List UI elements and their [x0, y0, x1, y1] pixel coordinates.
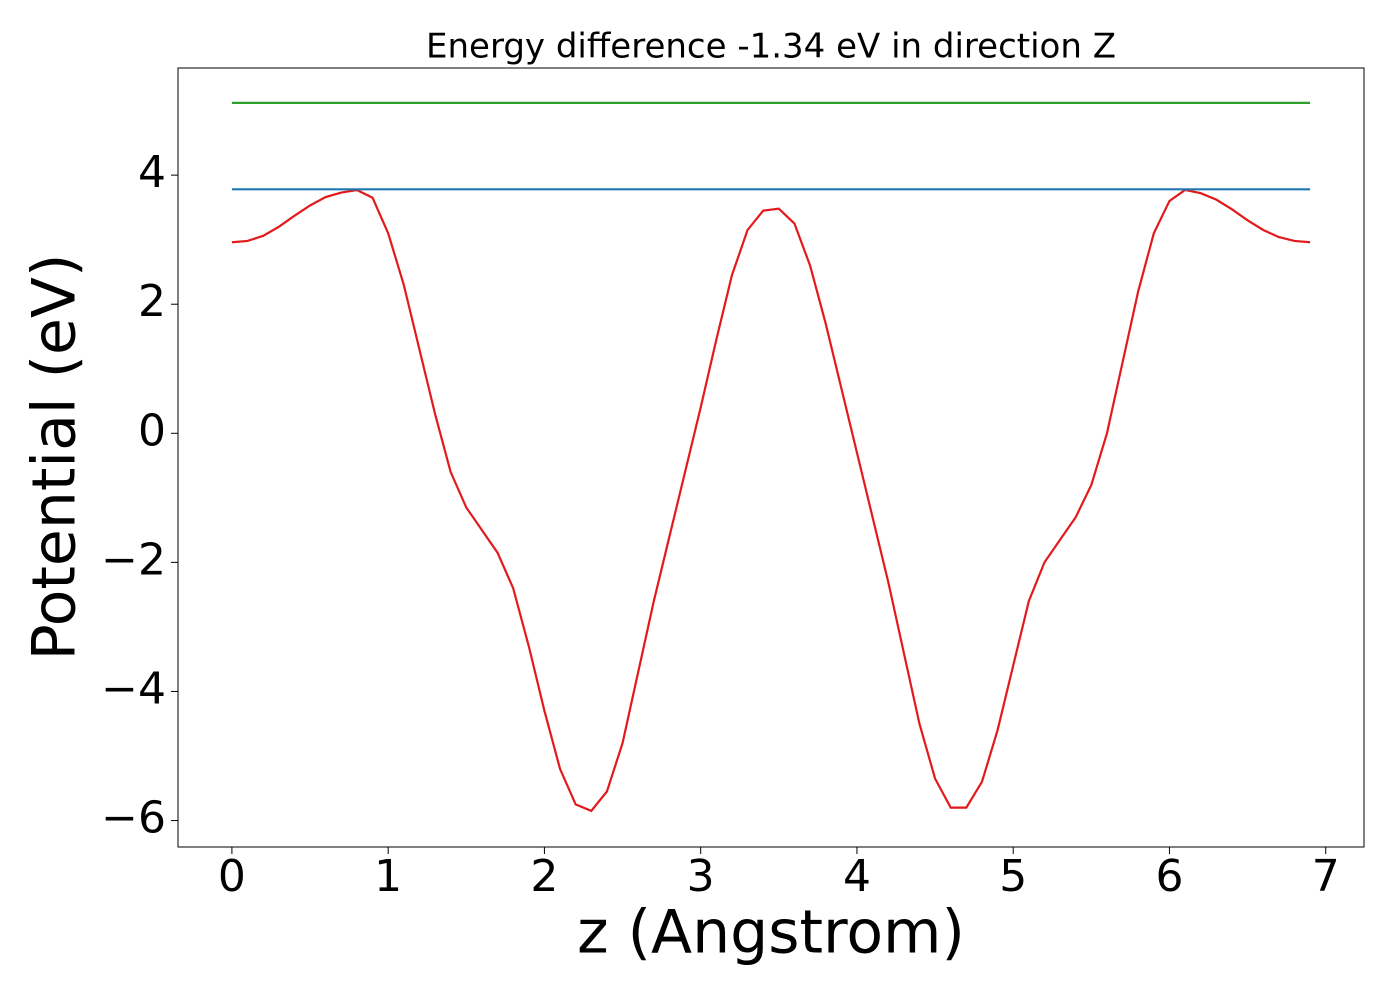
- x-tick-label: 7: [1312, 851, 1340, 902]
- x-axis-label: z (Angstrom): [577, 898, 965, 968]
- y-tick-label: −6: [101, 793, 166, 844]
- y-tick-label: −4: [101, 663, 166, 714]
- data-line: [231, 188, 1311, 813]
- y-tick-label: 4: [138, 147, 166, 198]
- x-tick-label: 6: [1155, 851, 1183, 902]
- x-tick-label: 5: [999, 851, 1027, 902]
- plot-frame: [177, 67, 1365, 848]
- y-tick-label: −2: [101, 534, 166, 585]
- y-axis-label: Potential (eV): [20, 254, 90, 661]
- x-tick-label: 2: [530, 851, 558, 902]
- chart-title: Energy difference -1.34 eV in direction …: [426, 27, 1116, 67]
- y-tick-label: 2: [138, 276, 166, 327]
- x-tick-label: 1: [374, 851, 402, 902]
- x-tick-label: 3: [687, 851, 715, 902]
- y-tick-label: 0: [138, 405, 166, 456]
- x-tick-label: 0: [218, 851, 246, 902]
- x-tick-label: 4: [843, 851, 871, 902]
